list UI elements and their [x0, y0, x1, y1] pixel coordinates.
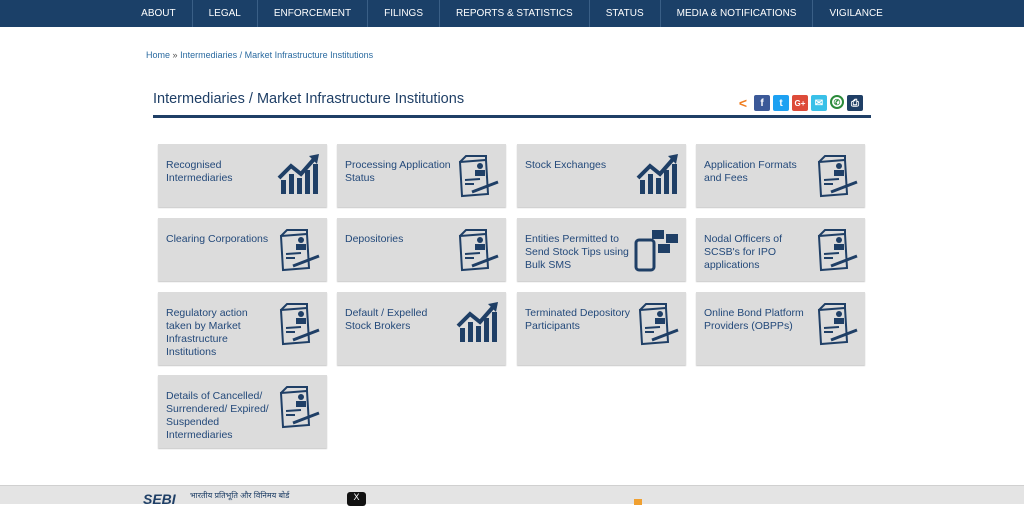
email-icon[interactable]: ✉ [811, 95, 827, 111]
facebook-icon[interactable]: f [754, 95, 770, 111]
breadcrumb-current[interactable]: Intermediaries / Market Infrastructure I… [180, 50, 374, 60]
breadcrumb: Home » Intermediaries / Market Infrastru… [146, 50, 373, 60]
tile-label: Depositories [345, 233, 404, 245]
tile-label: Entities Permitted to Send Stock Tips us… [525, 233, 629, 271]
sebi-logo: SEBI [143, 491, 176, 507]
tile-label: Processing Application Status [345, 159, 451, 184]
nav-item-reports-statistics[interactable]: REPORTS & STATISTICS [440, 0, 590, 27]
tile-stock-exchanges[interactable]: Stock Exchanges [517, 144, 686, 207]
tile-regulatory-action-taken-by-market-infrastructure-institutions[interactable]: Regulatory action taken by Market Infras… [158, 292, 327, 365]
tile-default-expelled-stock-brokers[interactable]: Default / Expelled Stock Brokers [337, 292, 506, 365]
nav-item-legal[interactable]: LEGAL [193, 0, 258, 27]
document-profile-icon [817, 229, 858, 272]
tile-label: Online Bond Platform Providers (OBPPs) [704, 307, 804, 332]
document-profile-icon [279, 229, 320, 272]
whatsapp-icon[interactable]: ✆ [830, 95, 844, 109]
footer-hindi-name: भारतीय प्रतिभूति और विनिमय बोर्ड [190, 491, 290, 500]
tile-details-of-cancelled-surrendered-expired-suspended-intermediaries[interactable]: Details of Cancelled/ Surrendered/ Expir… [158, 375, 327, 448]
nav-item-media-notifications[interactable]: MEDIA & NOTIFICATIONS [661, 0, 814, 27]
page-title: Intermediaries / Market Infrastructure I… [153, 91, 465, 107]
nav-item-status[interactable]: STATUS [590, 0, 661, 27]
tile-online-bond-platform-providers-obpps[interactable]: Online Bond Platform Providers (OBPPs) [696, 292, 865, 365]
document-profile-icon [817, 155, 858, 198]
document-profile-icon [638, 303, 679, 346]
breadcrumb-home[interactable]: Home [146, 50, 171, 60]
tile-label: Details of Cancelled/ Surrendered/ Expir… [166, 390, 269, 441]
tile-label: Terminated Depository Participants [525, 307, 631, 332]
tile-label: Clearing Corporations [166, 233, 269, 245]
tile-terminated-depository-participants[interactable]: Terminated Depository Participants [517, 292, 686, 365]
tile-label: Nodal Officers of SCSB's for IPO applica… [704, 233, 783, 271]
document-profile-icon [458, 229, 499, 272]
share-icon[interactable]: < [738, 95, 748, 111]
growth-chart-icon [456, 302, 498, 342]
document-profile-icon [817, 303, 858, 346]
tile-label: Stock Exchanges [525, 159, 607, 171]
footer: SEBI भारतीय प्रतिभूति और विनिमय बोर्ड X [0, 485, 1024, 507]
growth-chart-icon [636, 154, 678, 194]
growth-chart-icon [277, 154, 319, 194]
breadcrumb-separator: » [172, 50, 178, 60]
google-plus-icon[interactable]: G+ [792, 95, 808, 111]
tile-application-formats-and-fees[interactable]: Application Formats and Fees [696, 144, 865, 207]
top-nav: ABOUT LEGAL ENFORCEMENT FILINGS REPORTS & ST… [0, 0, 1024, 27]
document-profile-icon [458, 155, 499, 198]
twitter-icon[interactable]: t [773, 95, 789, 111]
document-profile-icon [279, 303, 320, 346]
tile-label: Regulatory action taken by Market Infras… [166, 307, 248, 358]
nav-item-filings[interactable]: FILINGS [368, 0, 440, 27]
print-icon[interactable]: ⎙ [847, 95, 863, 111]
tile-processing-application-status[interactable]: Processing Application Status [337, 144, 506, 207]
nav-item-enforcement[interactable]: ENFORCEMENT [258, 0, 369, 27]
tile-recognised-intermediaries[interactable]: Recognised Intermediaries [158, 144, 327, 207]
tile-nodal-officers-of-scsb-s-for-ipo-applications[interactable]: Nodal Officers of SCSB's for IPO applica… [696, 218, 865, 281]
rss-icon[interactable] [634, 499, 642, 505]
tile-depositories[interactable]: Depositories [337, 218, 506, 281]
tile-label: Default / Expelled Stock Brokers [345, 307, 428, 332]
title-divider [153, 115, 871, 118]
nav-item-about[interactable]: ABOUT [125, 0, 193, 27]
share-bar: < f t G+ ✉ ✆ ⎙ [735, 95, 863, 111]
tile-label: Application Formats and Fees [704, 159, 797, 184]
nav-item-vigilance[interactable]: VIGILANCE [829, 8, 883, 19]
x-twitter-icon[interactable]: X [347, 492, 366, 506]
tile-label: Recognised Intermediaries [166, 159, 233, 184]
tile-clearing-corporations[interactable]: Clearing Corporations [158, 218, 327, 281]
document-profile-icon [279, 386, 320, 429]
phone-sms-icon [634, 230, 678, 272]
tile-entities-permitted-to-send-stock-tips-using-bulk-sms[interactable]: Entities Permitted to Send Stock Tips us… [517, 218, 686, 281]
